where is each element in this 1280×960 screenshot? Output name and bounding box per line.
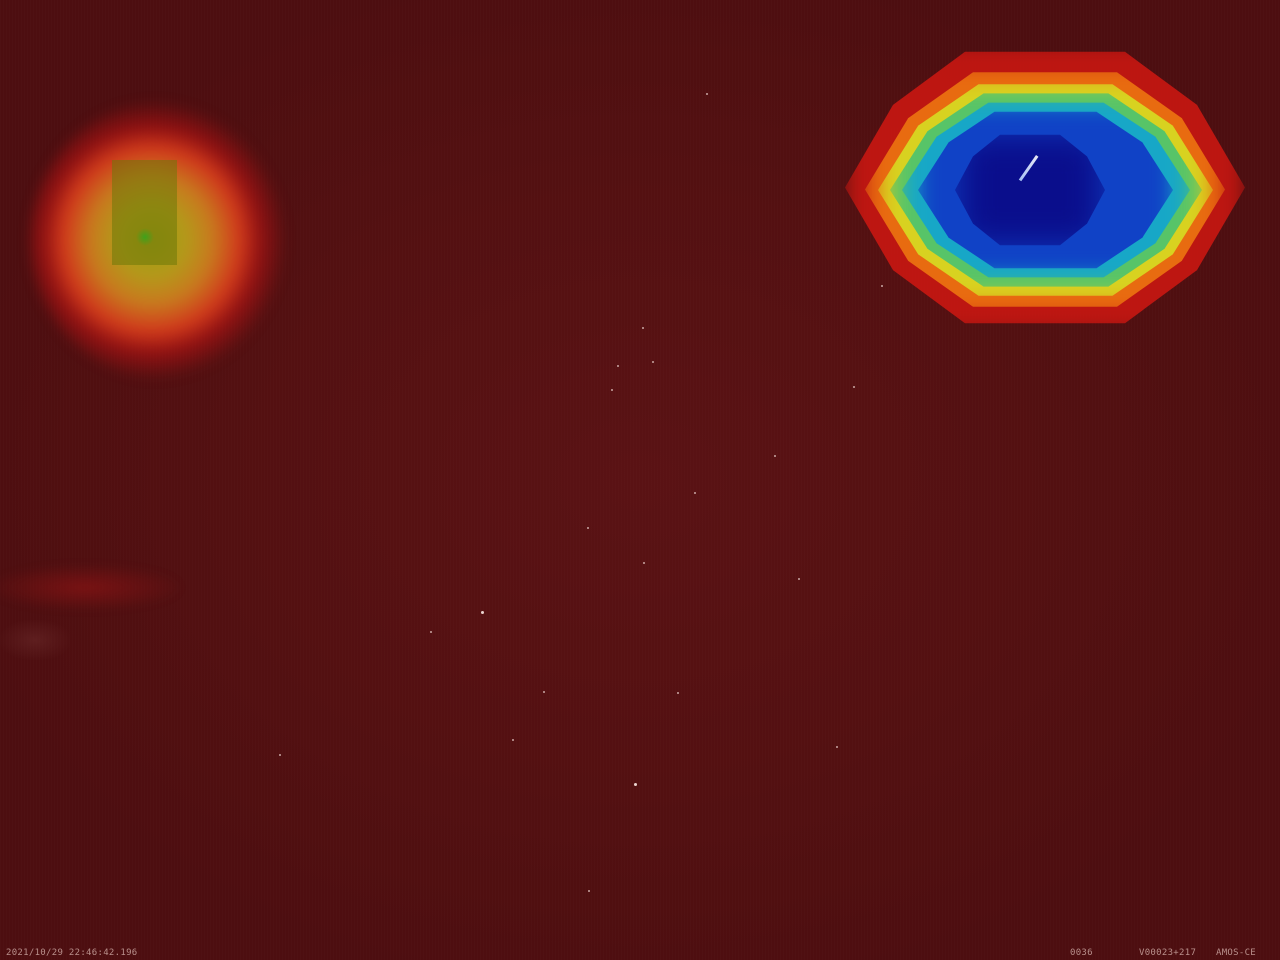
haze-left (0, 620, 70, 660)
heatmap-peak-right (955, 134, 1105, 246)
star (774, 455, 776, 457)
star (543, 691, 545, 693)
frame-number-label: 0036 (1070, 948, 1093, 958)
star (481, 611, 484, 614)
star (642, 327, 644, 329)
star (643, 562, 645, 564)
star (617, 365, 619, 367)
star (677, 692, 679, 694)
detection-box-left (112, 160, 177, 265)
star (430, 631, 432, 633)
star (279, 754, 281, 756)
star (798, 578, 800, 580)
heatmap-streak-left (0, 565, 180, 610)
heatmap-peak-left (136, 228, 154, 246)
star (694, 492, 696, 494)
star (587, 527, 589, 529)
timestamp-label: 2021/10/29 22:46:42.196 (6, 948, 138, 958)
star (853, 386, 855, 388)
star (634, 783, 637, 786)
star (706, 93, 708, 95)
star (881, 285, 883, 287)
star (836, 746, 838, 748)
star (611, 389, 613, 391)
station-label: AMOS-CE (1216, 948, 1257, 958)
camera-id-label: V00023+217 (1139, 948, 1197, 958)
star (512, 739, 514, 741)
star (588, 890, 590, 892)
star (652, 361, 654, 363)
